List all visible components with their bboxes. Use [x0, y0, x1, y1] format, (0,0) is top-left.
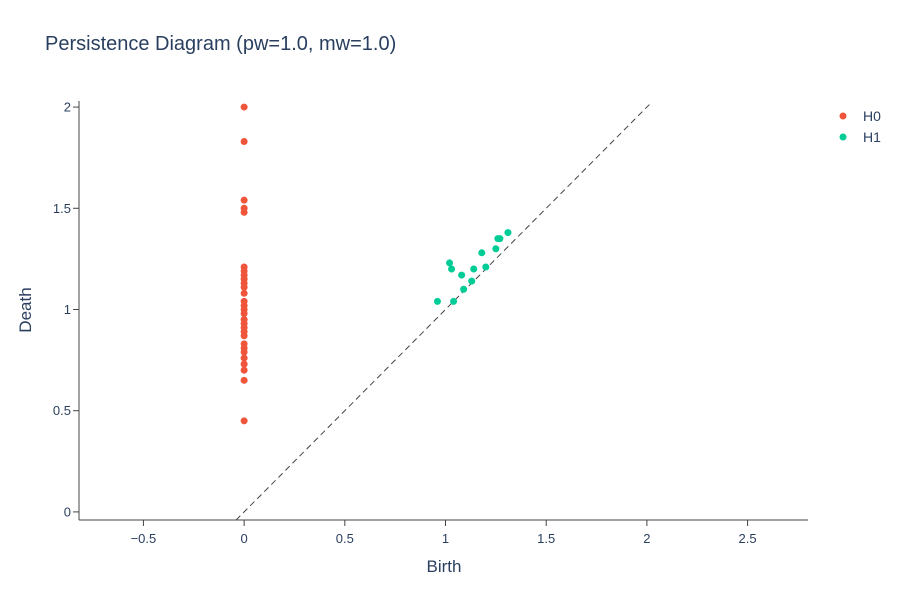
point-h0 — [240, 103, 248, 111]
point-h1 — [458, 271, 466, 279]
point-h0 — [240, 366, 248, 374]
y-axis-ticks: 0 0.5 1 1.5 2 — [53, 100, 79, 519]
point-h0 — [240, 360, 248, 368]
x-axis-ticks: −0.5 0 0.5 1 1.5 2 2.5 — [131, 520, 757, 546]
point-h0 — [240, 137, 248, 145]
x-tick-label: 0 — [241, 531, 248, 546]
y-tick-label: 0.5 — [53, 403, 71, 418]
point-h0 — [240, 310, 248, 318]
x-tick-label: 2 — [643, 531, 650, 546]
x-tick-label: 2.5 — [739, 531, 757, 546]
x-tick-label: 1 — [442, 531, 449, 546]
legend-label: H0 — [863, 108, 881, 124]
point-h1 — [492, 245, 500, 253]
x-axis-title: Birth — [427, 557, 462, 576]
point-h1 — [478, 249, 486, 257]
point-h1 — [470, 265, 478, 273]
x-tick-label: 1.5 — [537, 531, 555, 546]
legend-item-h0[interactable]: H0 — [839, 108, 882, 124]
point-h0 — [240, 376, 248, 384]
series-h0 — [240, 103, 248, 425]
point-h1 — [450, 297, 458, 305]
y-tick-label: 0 — [64, 504, 71, 519]
legend-item-h1[interactable]: H1 — [839, 129, 882, 145]
point-h1 — [468, 277, 476, 285]
y-tick-label: 1.5 — [53, 201, 71, 216]
point-h0 — [240, 332, 248, 340]
y-tick-label: 1 — [64, 302, 71, 317]
diagonal-line — [235, 102, 652, 521]
x-tick-label: −0.5 — [131, 531, 157, 546]
point-h0 — [240, 348, 248, 356]
point-h0 — [240, 417, 248, 425]
point-h0 — [240, 208, 248, 216]
point-h0 — [240, 196, 248, 204]
point-h0 — [240, 283, 248, 291]
x-tick-label: 0.5 — [336, 531, 354, 546]
y-tick-label: 2 — [64, 100, 71, 115]
point-h1 — [482, 263, 490, 271]
legend-label: H1 — [863, 129, 881, 145]
point-h1 — [446, 259, 454, 267]
point-h1 — [460, 285, 468, 293]
legend-marker — [839, 133, 847, 141]
point-h1 — [496, 235, 504, 243]
legend-marker — [839, 112, 847, 120]
chart-title: Persistence Diagram (pw=1.0, mw=1.0) — [45, 33, 396, 55]
series-h1 — [433, 229, 512, 305]
y-axis-title: Death — [16, 287, 35, 332]
plot-area — [235, 102, 652, 521]
point-h1 — [448, 265, 456, 273]
point-h0 — [240, 354, 248, 362]
point-h1 — [504, 229, 512, 237]
point-h1 — [433, 297, 441, 305]
point-h0 — [240, 289, 248, 297]
